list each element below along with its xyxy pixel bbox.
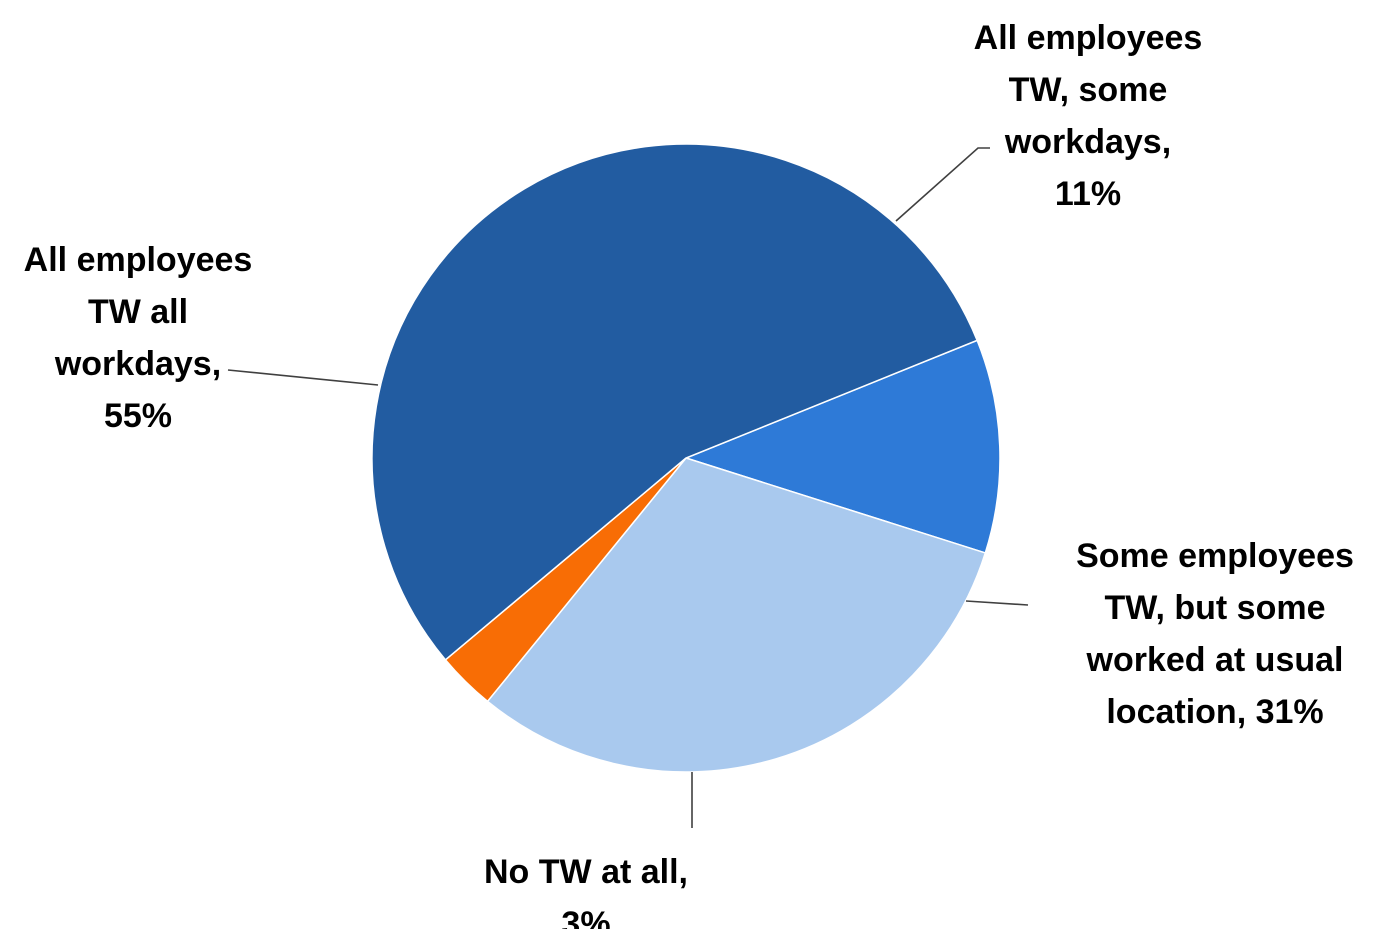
data-label-2-line-4: location, 31% [1106, 693, 1323, 731]
data-labels: All employees TW, some workdays, 11% Some em… [24, 19, 1354, 929]
leader-line-2 [965, 600, 1029, 606]
pie-slice-4 [371, 143, 979, 661]
leader-lines [227, 147, 1029, 828]
pie-slice-2 [486, 457, 987, 773]
data-label-1-line-4: 11% [1055, 175, 1121, 213]
data-label-4: All employees TW all workdays, 55% [24, 241, 253, 435]
data-label-2-line-3: worked at usual [1086, 641, 1344, 679]
data-label-2-line-1: Some employees [1076, 537, 1354, 575]
data-label-1-line-2: TW, some [1009, 71, 1168, 109]
data-label-2-line-2: TW, but some [1105, 589, 1326, 627]
data-label-2: Some employees TW, but some worked at usua… [1076, 537, 1354, 731]
pie-slice-1 [683, 339, 1001, 554]
data-label-4-line-4: 55% [104, 397, 172, 435]
data-label-4-line-3: workdays, [54, 345, 221, 383]
data-label-1: All employees TW, some workdays, 11% [974, 19, 1203, 213]
data-label-3: No TW at all, 3% [484, 853, 688, 929]
pie-slices [371, 143, 1001, 773]
data-label-1-line-3: workdays, [1004, 123, 1171, 161]
data-label-3-line-2: 3% [561, 905, 610, 929]
data-label-4-line-2: TW all [88, 293, 188, 331]
data-label-4-line-1: All employees [24, 241, 253, 279]
leader-line-4 [227, 369, 379, 386]
data-label-1-line-1: All employees [974, 19, 1203, 57]
leader-line-1 [895, 147, 990, 222]
data-label-3-line-1: No TW at all, [484, 853, 688, 891]
